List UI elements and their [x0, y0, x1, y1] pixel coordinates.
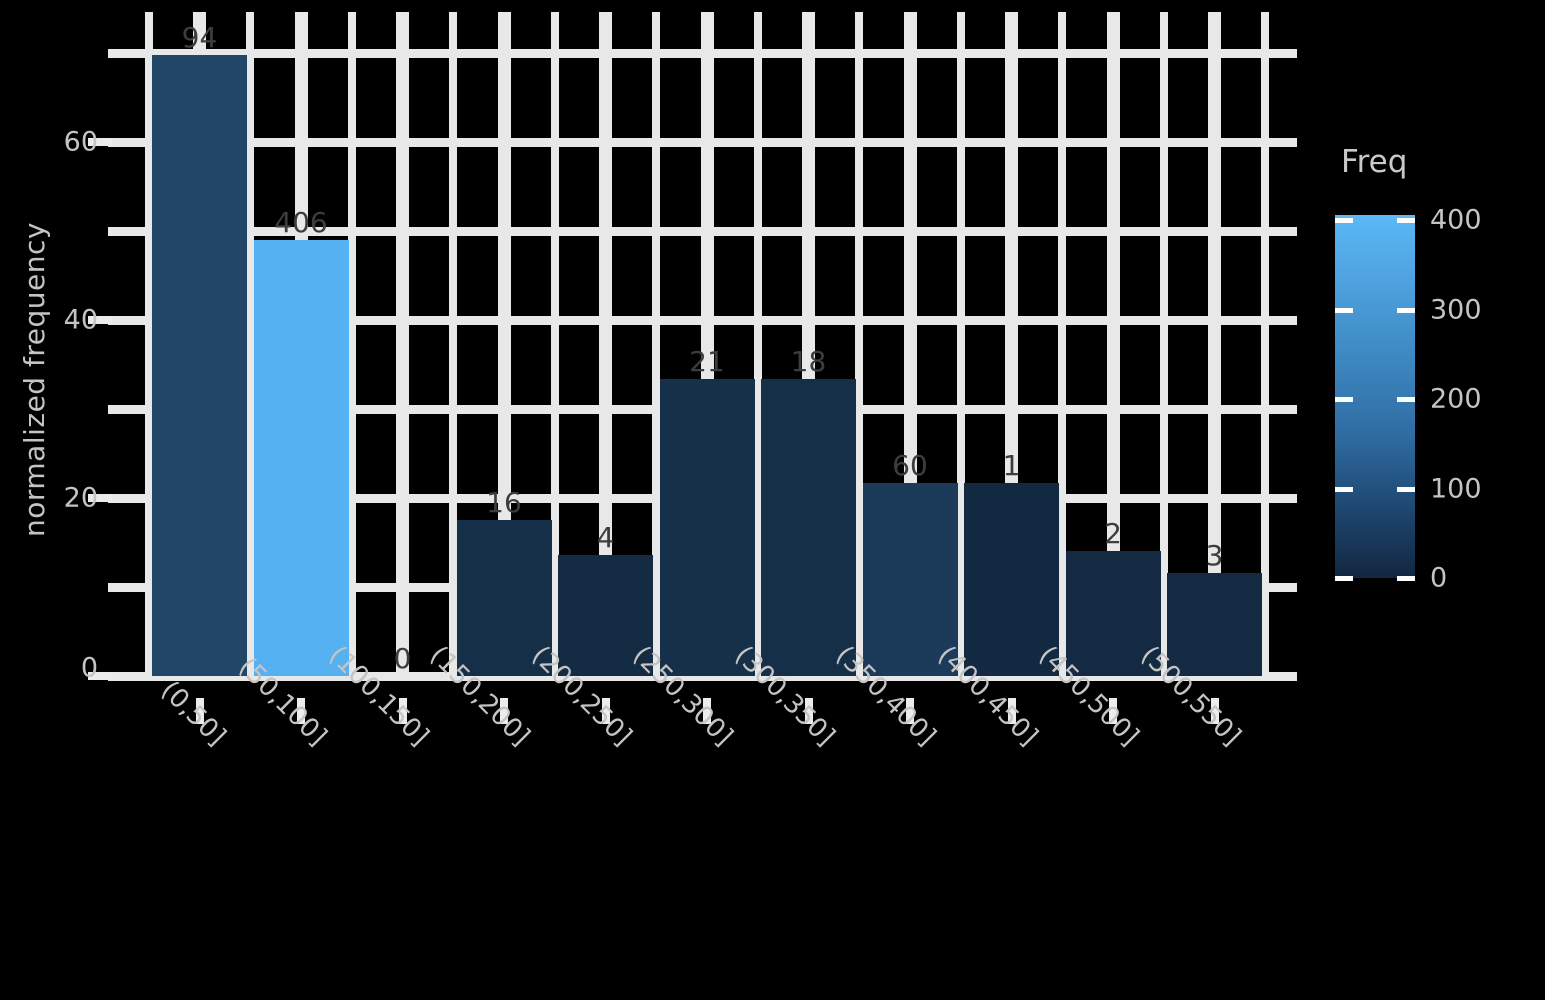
bar-value-label: 16	[486, 486, 522, 520]
legend-tick-mark	[1335, 486, 1353, 492]
bar[interactable]	[659, 378, 755, 676]
x-axis-tick	[1007, 698, 1016, 724]
bar-value-label: 18	[790, 344, 827, 378]
legend-gradient-bar	[1335, 215, 1415, 578]
x-tick-label[interactable]: (100,150]	[322, 640, 434, 752]
legend-tick-mark	[1335, 576, 1353, 581]
y-tick-label: 60	[63, 126, 98, 158]
vertical-gridline-minor	[753, 12, 762, 680]
legend-tick-label: 100	[1430, 473, 1482, 504]
x-axis-tick	[297, 698, 305, 724]
legend-tick-label: 0	[1430, 562, 1448, 594]
bar[interactable]	[253, 239, 349, 676]
x-axis-tick	[398, 698, 407, 724]
vertical-gridline-major	[396, 12, 409, 680]
vertical-gridline-minor	[855, 12, 864, 680]
y-axis-tick	[88, 316, 112, 324]
legend-tick-mark	[1397, 486, 1415, 492]
bar[interactable]	[1065, 551, 1161, 676]
bar-value-label: 0	[393, 642, 412, 675]
freq-legend: Freq 400 300 200 100 0	[1330, 145, 1545, 605]
vertical-gridline-major	[1106, 12, 1120, 680]
bar-value-label: 406	[274, 205, 328, 239]
x-axis-tick	[1109, 698, 1117, 724]
vertical-gridline-minor	[449, 12, 458, 680]
legend-tick-mark	[1335, 307, 1353, 313]
x-axis-tick	[500, 698, 508, 724]
bar[interactable]	[862, 482, 958, 676]
bar[interactable]	[152, 54, 247, 676]
x-axis-tick	[906, 698, 914, 724]
vertical-gridline-minor	[1058, 12, 1067, 680]
legend-tick-mark	[1397, 576, 1415, 581]
legend-tick-label: 400	[1430, 204, 1482, 236]
legend-tick-mark	[1397, 307, 1415, 313]
bar-value-label: 4	[596, 520, 615, 554]
vertical-gridline-minor	[144, 12, 153, 680]
legend-tick-mark	[1397, 218, 1415, 223]
vertical-gridline-minor	[652, 12, 661, 680]
bar[interactable]	[456, 520, 552, 676]
legend-tick-mark	[1397, 397, 1415, 402]
x-axis-tick	[1210, 698, 1219, 724]
x-axis-tick	[804, 698, 813, 724]
bar-value-label: 2	[1104, 517, 1122, 551]
legend-tick-mark	[1335, 397, 1353, 402]
vertical-gridline-major	[497, 12, 511, 680]
vertical-gridline-minor	[347, 12, 356, 680]
bar-value-label: 1	[1002, 448, 1021, 482]
bar-value-label: 21	[689, 344, 725, 378]
y-tick-label: 40	[63, 304, 98, 336]
vertical-gridline-minor	[1159, 12, 1168, 680]
bar[interactable]	[558, 554, 653, 676]
bar[interactable]	[761, 378, 856, 676]
x-axis-tick	[703, 698, 711, 724]
y-axis-tick	[88, 494, 112, 502]
x-axis-tick	[601, 698, 610, 724]
vertical-gridline-major	[599, 12, 612, 680]
y-axis-tick	[88, 138, 112, 146]
vertical-gridline-minor	[956, 12, 965, 680]
bar-value-label: 60	[892, 448, 928, 482]
vertical-gridline-minor	[550, 12, 559, 680]
x-axis-tick	[195, 698, 204, 724]
y-tick-label: 0	[80, 652, 98, 684]
legend-tick-mark	[1335, 218, 1353, 223]
bar[interactable]	[1167, 572, 1262, 676]
y-axis-title: normalized frequency	[18, 222, 51, 538]
legend-tick-label: 200	[1430, 383, 1482, 415]
vertical-gridline-minor	[246, 12, 255, 680]
legend-title: Freq	[1341, 144, 1408, 180]
bar-value-label: 94	[181, 20, 218, 54]
bar-value-label: 3	[1205, 538, 1224, 572]
y-tick-label: 20	[63, 482, 98, 514]
vertical-gridline-major	[1208, 12, 1221, 680]
vertical-gridline-minor	[1261, 12, 1270, 680]
bar[interactable]	[964, 482, 1059, 676]
y-axis-tick	[88, 672, 112, 680]
legend-tick-label: 300	[1430, 294, 1482, 325]
x-tick-label[interactable]: (0,50]	[154, 675, 231, 752]
